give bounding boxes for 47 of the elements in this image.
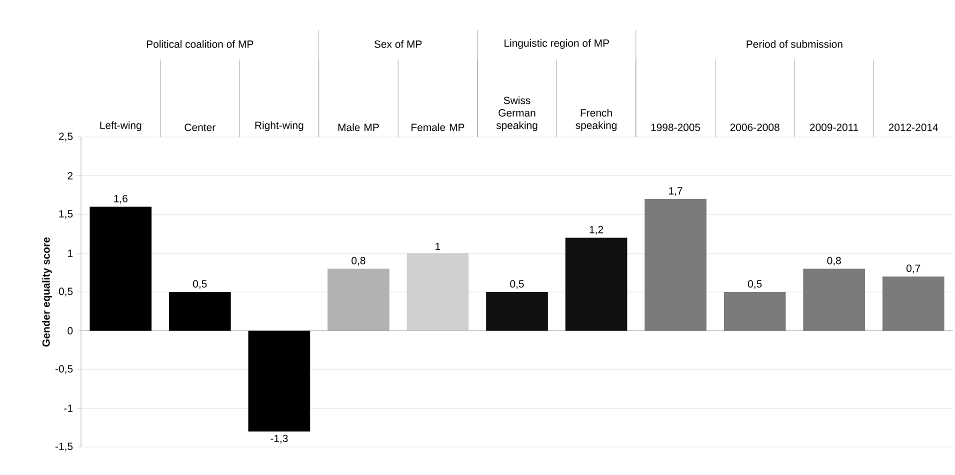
bar [248, 330, 310, 432]
x-tick-label: 2009-2011 [810, 124, 858, 132]
data-label: 0,8 [352, 256, 366, 266]
y-tick-label: 1 [68, 250, 73, 257]
x-tick-label: Center [184, 124, 216, 132]
x-tick-label: Right-wing [255, 121, 304, 132]
data-label: 0,5 [510, 280, 524, 289]
y-tick-label: 2,5 [59, 132, 73, 142]
y-tick-label: -0,5 [56, 365, 73, 374]
data-label: 0,8 [827, 256, 841, 266]
y-tick-label: -1,5 [56, 442, 73, 452]
x-tick-label: Female MP [412, 123, 464, 132]
bar [644, 199, 706, 331]
bar [803, 268, 866, 331]
data-label: 0,7 [906, 264, 920, 274]
data-label: 1,7 [669, 187, 682, 196]
bar [486, 292, 548, 331]
data-label: 1,2 [590, 226, 604, 235]
bar [565, 238, 628, 331]
x-tick-label: 2012-2014 [888, 124, 938, 132]
bar [882, 276, 944, 331]
text: Political coalition of MP [146, 40, 254, 48]
data-label: 1,6 [114, 194, 128, 204]
bar [724, 292, 786, 331]
x-tick-label: 2006-2008 [730, 124, 780, 132]
text: Sex of MP [374, 40, 422, 48]
x-tick-label: Male MP [338, 123, 379, 132]
y-tick-label: 0,5 [58, 288, 73, 296]
data-label: 1 [436, 242, 440, 250]
text: Period of submission [746, 40, 842, 48]
bar [90, 206, 152, 331]
data-label: -1,3 [270, 434, 288, 444]
y-tick-label: 0 [68, 327, 73, 334]
y-tick-label: -1 [64, 404, 73, 412]
x-tick-label: 1998-2005 [651, 124, 700, 132]
data-label: 0,5 [193, 280, 207, 289]
y-tick-label: 2 [68, 172, 73, 180]
x-tick-label: Swiss German speaking [496, 96, 538, 132]
bar [328, 268, 390, 331]
text: Linguistic region of MP [504, 39, 609, 49]
bar [406, 253, 469, 331]
data-label: 0,5 [748, 280, 762, 289]
x-tick-label: French speaking [576, 108, 617, 132]
bar [168, 292, 231, 331]
y-tick-label: 1,5 [59, 210, 73, 219]
y-axis-title: Gender equality score [42, 237, 52, 347]
x-tick-label: Left-wing [100, 121, 142, 132]
